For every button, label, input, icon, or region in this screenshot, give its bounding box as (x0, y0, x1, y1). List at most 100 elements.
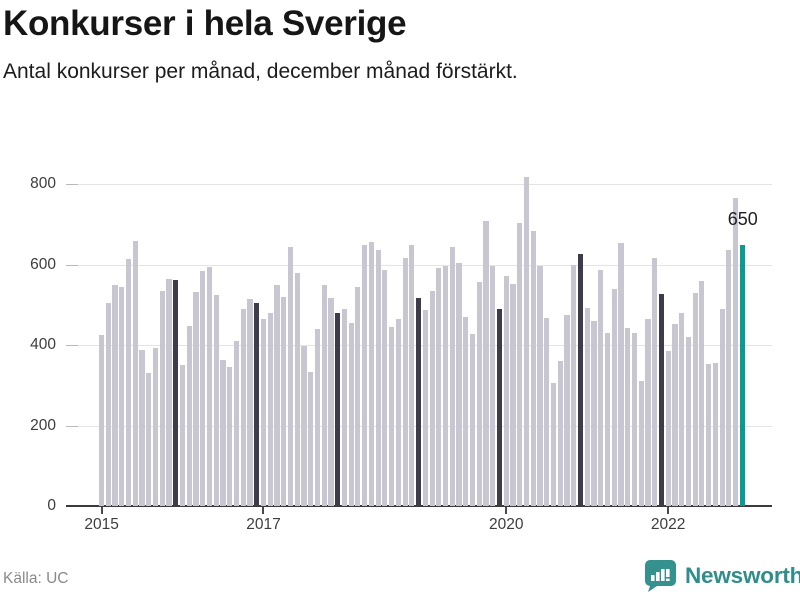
x-axis-tick (262, 507, 265, 514)
bar-2018-05 (368, 242, 374, 506)
bar-2022-04 (685, 337, 691, 506)
bar-2020-06 (537, 266, 543, 506)
bar-2015-12 (173, 280, 179, 506)
bar-2022-07 (706, 364, 712, 506)
bar-2015-07 (139, 350, 145, 506)
bar-2020-11 (571, 264, 577, 506)
bar-2021-02 (591, 320, 597, 506)
bar-2018-09 (395, 318, 401, 506)
gridline (66, 184, 772, 186)
bar-2018-06 (375, 249, 381, 506)
y-axis-label: 200 (30, 416, 56, 434)
bar-2021-05 (611, 288, 617, 506)
bar-2017-02 (267, 313, 273, 506)
y-axis-tick (66, 345, 78, 347)
bar-2017-08 (308, 371, 314, 506)
bar-2015-01 (99, 335, 105, 506)
x-axis-tick (505, 507, 508, 514)
bar-2022-02 (672, 324, 678, 506)
bar-2020-08 (550, 382, 557, 506)
bar-2021-03 (598, 270, 604, 506)
bar-2017-03 (274, 284, 280, 506)
bar-2021-01 (584, 307, 590, 506)
y-axis-label: 800 (30, 175, 56, 193)
bar-2015-11 (166, 278, 172, 506)
bar-2021-10 (645, 318, 651, 506)
x-axis-line (66, 505, 772, 507)
bar-2017-01 (260, 319, 267, 506)
newsworthy-logo: Newsworthy (644, 559, 800, 593)
y-axis-tick (66, 184, 78, 186)
bar-2022-10 (726, 249, 732, 506)
bar-2022-03 (679, 313, 685, 506)
bar-2018-07 (382, 270, 388, 506)
bar-2017-04 (281, 296, 287, 506)
y-axis-label: 0 (47, 497, 56, 514)
gridline (66, 264, 772, 266)
bar-2022-09 (719, 309, 725, 506)
bar-2016-06 (213, 294, 219, 506)
y-axis-label: 400 (30, 336, 56, 354)
source-note: Källa: UC (3, 570, 69, 587)
bar-2017-10 (321, 285, 327, 506)
bar-2019-12 (496, 308, 503, 506)
bar-2019-07 (463, 316, 469, 506)
bar-2016-03 (193, 292, 199, 506)
bar-2016-01 (179, 365, 186, 506)
bar-2021-04 (604, 333, 611, 506)
bar-2022-12 (739, 244, 745, 506)
bar-2022-11 (733, 198, 739, 506)
bar-2015-03 (112, 284, 118, 506)
bar-2018-11 (409, 244, 415, 506)
bar-2018-08 (389, 326, 395, 506)
bar-2017-11 (328, 298, 334, 506)
bar-2020-10 (564, 315, 570, 506)
bar-2016-02 (186, 325, 192, 506)
y-axis-label: 600 (30, 255, 56, 273)
bar-2017-06 (294, 272, 300, 506)
bar-2020-01 (503, 276, 509, 506)
speech-bubble-shape (645, 560, 676, 592)
bar-2021-09 (638, 381, 644, 506)
bar-2017-09 (314, 329, 321, 506)
bar-2015-04 (119, 286, 125, 506)
y-axis-tick (66, 425, 78, 427)
bar-2015-09 (152, 348, 159, 506)
bar-2020-04 (523, 177, 530, 506)
x-axis-tick (667, 507, 670, 514)
bar-2020-02 (510, 284, 516, 506)
latest-value-label: 650 (727, 208, 758, 229)
bar-2021-11 (652, 257, 658, 506)
bar-2017-12 (335, 313, 341, 506)
bar-2019-03 (436, 268, 442, 506)
bar-2018-03 (355, 286, 361, 506)
bar-2019-01 (422, 309, 428, 506)
bar-2019-10 (483, 220, 489, 506)
bar-2018-10 (402, 258, 408, 506)
bar-2022-06 (699, 280, 705, 506)
bar-2019-05 (449, 246, 455, 506)
bar-2019-02 (429, 290, 435, 506)
chart-subtitle: Antal konkurser per månad, december måna… (3, 60, 518, 83)
newsworthy-wordmark: Newsworthy (685, 563, 800, 588)
chart-title: Konkurser i hela Sverige (3, 4, 407, 43)
bar-2017-07 (301, 346, 307, 506)
bar-2020-05 (530, 231, 536, 506)
bar-2016-10 (240, 309, 246, 506)
x-axis-label: 2022 (650, 516, 686, 533)
bar-2017-05 (287, 246, 294, 506)
x-axis-label: 2017 (246, 516, 281, 533)
bar-2020-12 (577, 253, 584, 506)
bar-2016-11 (247, 298, 253, 506)
bar-2018-12 (416, 297, 422, 506)
bar-2015-08 (146, 373, 152, 506)
bar-2016-08 (227, 367, 233, 506)
bar-2016-05 (206, 266, 213, 506)
bar-2022-05 (692, 292, 698, 506)
bar-2019-06 (456, 262, 462, 506)
bar-2015-06 (132, 240, 138, 506)
x-axis-label: 2015 (84, 516, 119, 533)
bar-2022-08 (712, 363, 718, 506)
